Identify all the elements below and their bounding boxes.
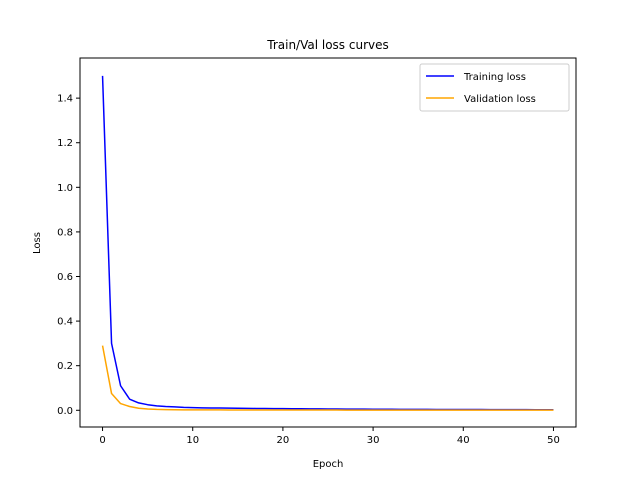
plot-area	[79, 57, 577, 428]
y-axis-ticks: 0.0 0.2 0.4 0.6 0.8 1.0 1.2 1.4	[57, 94, 80, 417]
y-tick-label: 0.2	[57, 361, 73, 372]
legend-box	[419, 63, 570, 112]
legend: Training loss Validation loss	[419, 63, 570, 112]
plot-frame	[79, 57, 577, 428]
legend-label-validation: Validation loss	[464, 94, 536, 105]
training-loss-line	[101, 75, 554, 411]
y-tick-label: 0.6	[57, 272, 73, 283]
y-tick-label: 1.2	[57, 138, 73, 149]
x-tick-label: 10	[186, 435, 199, 446]
y-tick-label: 1.0	[57, 183, 73, 194]
x-tick-label: 40	[457, 435, 470, 446]
y-axis-label: Loss	[32, 232, 43, 254]
x-tick-label: 50	[547, 435, 560, 446]
chart-title: Train/Val loss curves	[266, 38, 388, 52]
legend-label-training: Training loss	[463, 72, 526, 83]
y-tick-label: 0.8	[57, 227, 73, 238]
validation-loss-line	[101, 345, 554, 411]
x-axis-label: Epoch	[313, 459, 344, 470]
y-tick-label: 1.4	[57, 94, 73, 105]
series-lines	[101, 75, 554, 411]
x-tick-label: 0	[99, 435, 105, 446]
y-tick-label: 0.0	[57, 406, 73, 417]
x-tick-label: 30	[367, 435, 380, 446]
x-tick-label: 20	[277, 435, 290, 446]
y-tick-label: 0.4	[57, 317, 73, 328]
x-axis-ticks: 0 10 20 30 40 50	[99, 427, 560, 446]
